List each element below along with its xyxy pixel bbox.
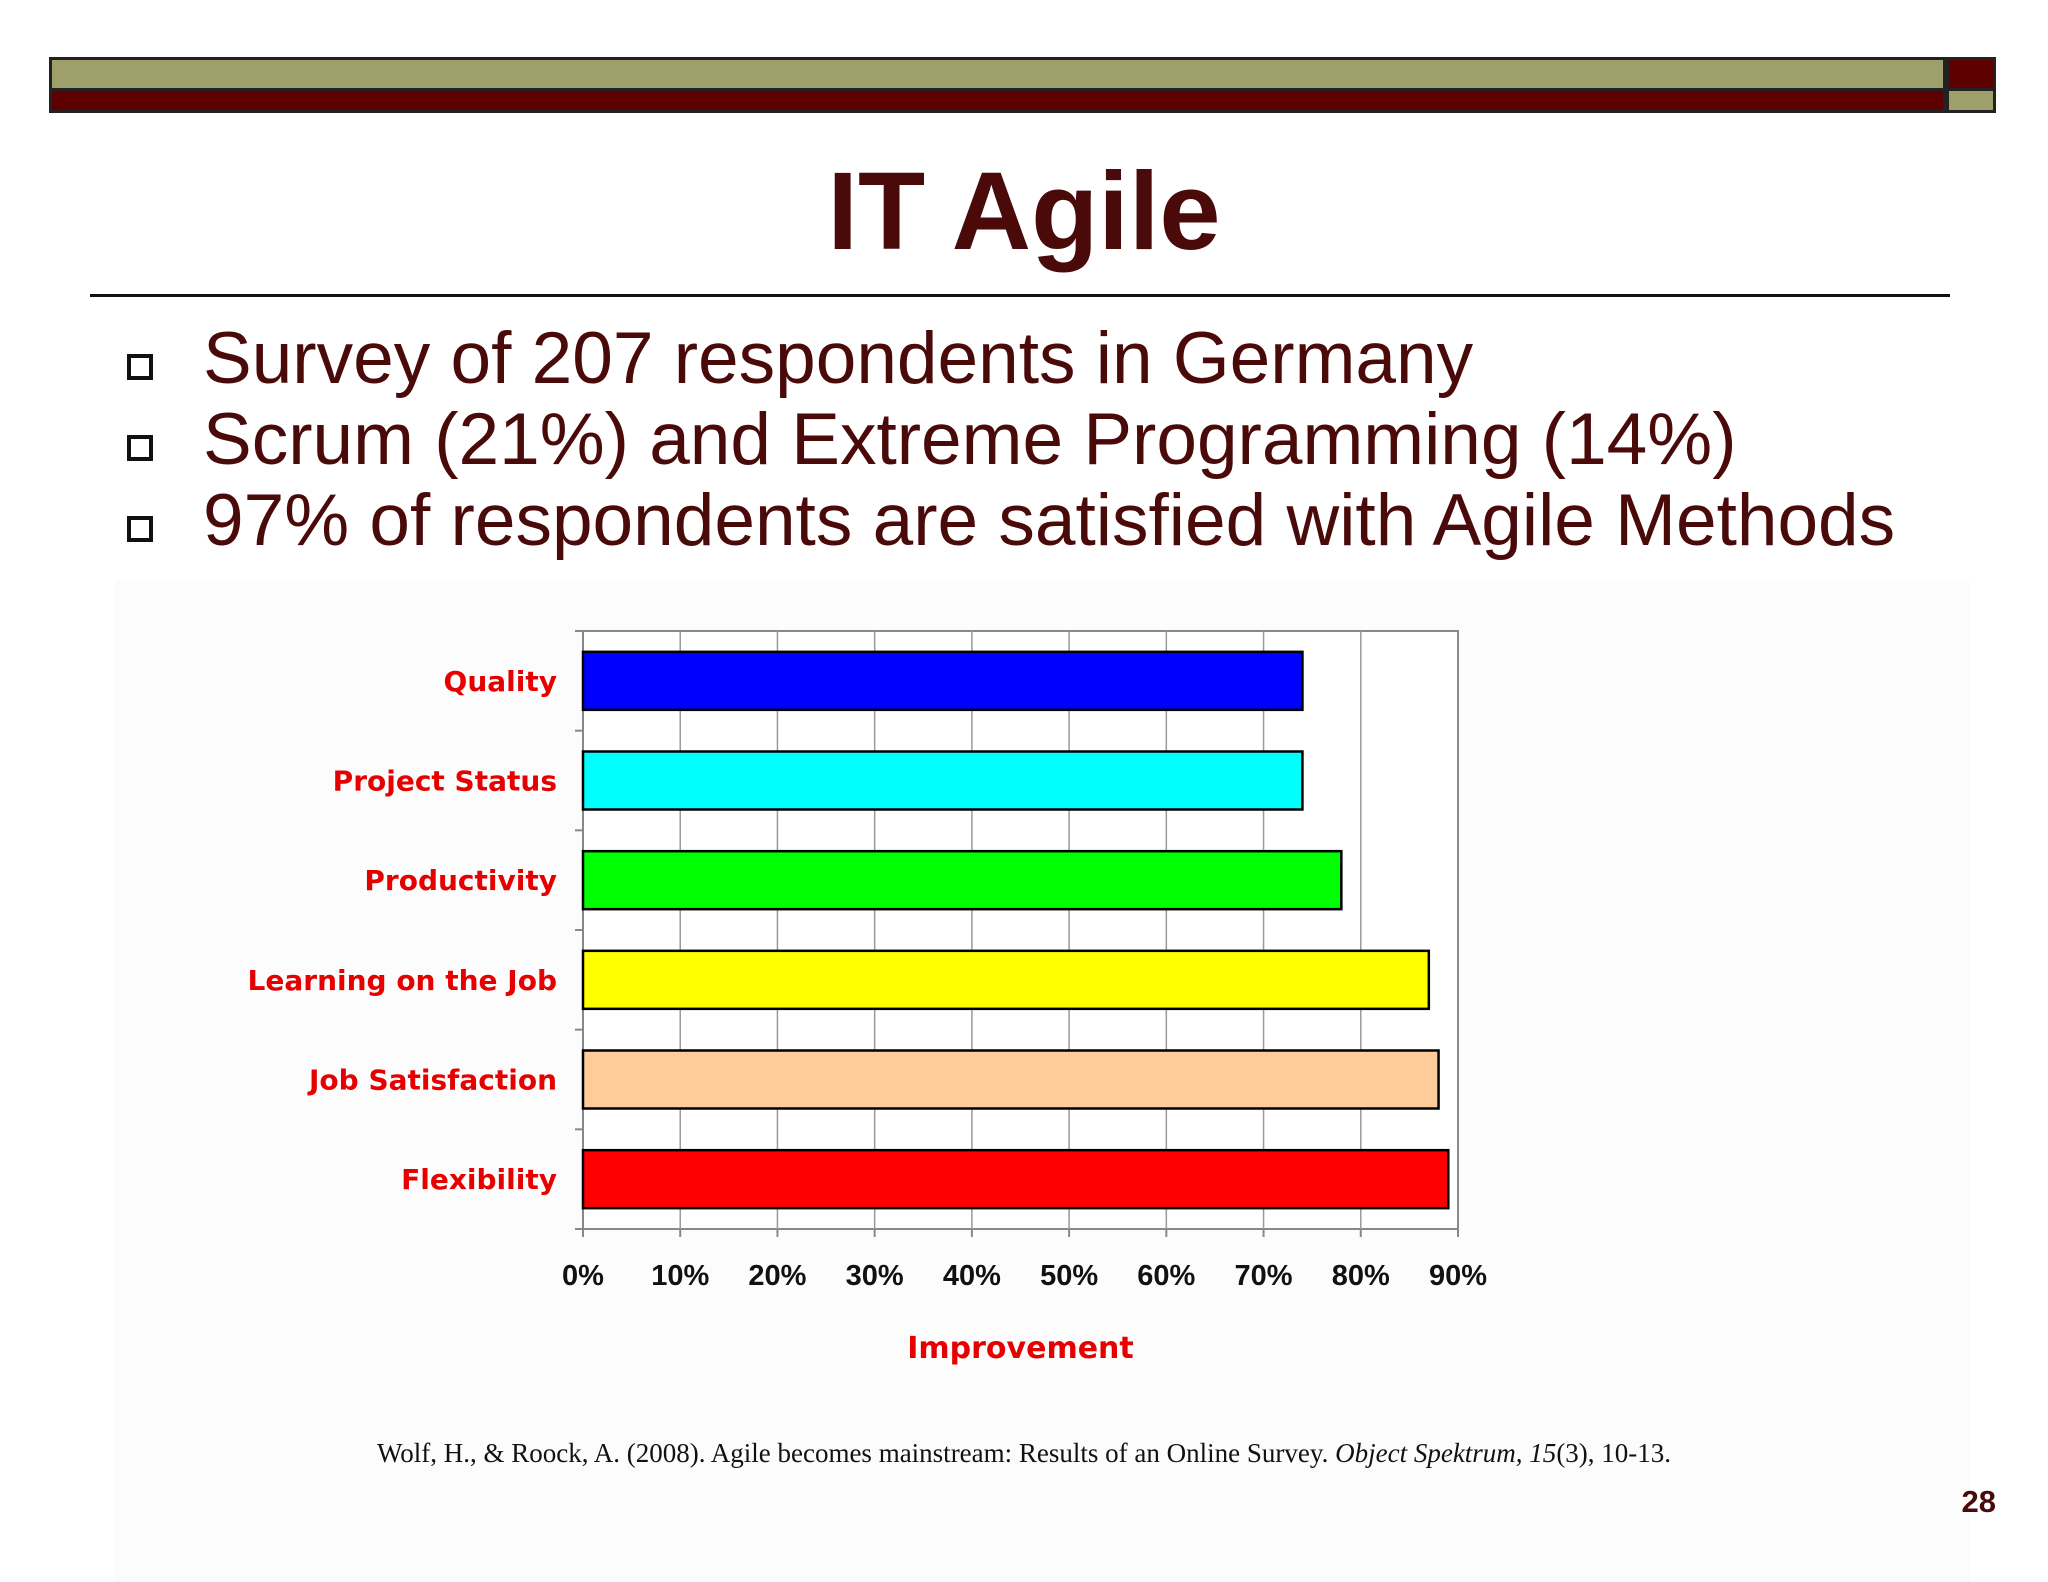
category-label: Job Satisfaction xyxy=(307,1064,557,1097)
x-tick-label: 50% xyxy=(1040,1260,1098,1292)
bar xyxy=(581,849,1343,911)
header-corner-block-bottom xyxy=(1946,91,1996,113)
bullet-item: Scrum (21%) and Extreme Programming (14%… xyxy=(125,399,1895,480)
header-bar-maroon xyxy=(49,91,1946,113)
category-label: Project Status xyxy=(333,765,557,798)
citation-text: Wolf, H., & Roock, A. (2008). Agile beco… xyxy=(376,1438,1336,1468)
bar xyxy=(581,949,1431,1011)
bar xyxy=(581,750,1304,811)
bullet-item: 97% of respondents are satisfied with Ag… xyxy=(125,480,1895,561)
square-bullet-icon xyxy=(127,435,153,461)
bar xyxy=(581,1049,1440,1110)
x-tick-label: 80% xyxy=(1332,1260,1390,1292)
x-tick-label: 20% xyxy=(748,1260,806,1292)
citation-journal: Object Spektrum, 15 xyxy=(1335,1438,1557,1468)
bar xyxy=(581,1148,1450,1210)
plot-area xyxy=(582,630,1459,1230)
citation-issue-pages: (3), 10-13. xyxy=(1556,1438,1672,1468)
x-tick-label: 90% xyxy=(1429,1260,1487,1292)
bullet-item: Survey of 207 respondents in Germany xyxy=(125,318,1895,399)
category-label: Productivity xyxy=(364,864,557,897)
category-label: Learning on the Job xyxy=(248,964,557,997)
category-label: Flexibility xyxy=(401,1163,557,1196)
slide-title: IT Agile xyxy=(827,150,1221,273)
square-bullet-icon xyxy=(127,354,153,380)
bullet-text: Scrum (21%) and Extreme Programming (14%… xyxy=(203,399,1737,480)
citation: Wolf, H., & Roock, A. (2008). Agile beco… xyxy=(0,1438,2048,1469)
bullet-list: Survey of 207 respondents in Germany Scr… xyxy=(125,318,1895,561)
x-tick-label: 40% xyxy=(943,1260,1001,1292)
header-corner-block-top xyxy=(1946,57,1996,91)
x-tick-label: 0% xyxy=(562,1260,604,1292)
x-tick-label: 30% xyxy=(846,1260,904,1292)
x-axis-title: Improvement xyxy=(907,1331,1134,1366)
category-label: Quality xyxy=(444,665,557,698)
bar xyxy=(581,650,1304,712)
x-tick-label: 10% xyxy=(651,1260,709,1292)
header-bar-olive xyxy=(49,57,1946,91)
bullet-text: Survey of 207 respondents in Germany xyxy=(203,318,1474,399)
page-number: 28 xyxy=(1961,1484,1996,1519)
bullet-text: 97% of respondents are satisfied with Ag… xyxy=(203,480,1896,561)
x-tick-label: 70% xyxy=(1235,1260,1293,1292)
x-tick-label: 60% xyxy=(1137,1260,1195,1292)
title-divider xyxy=(90,294,1950,297)
square-bullet-icon xyxy=(127,516,153,542)
